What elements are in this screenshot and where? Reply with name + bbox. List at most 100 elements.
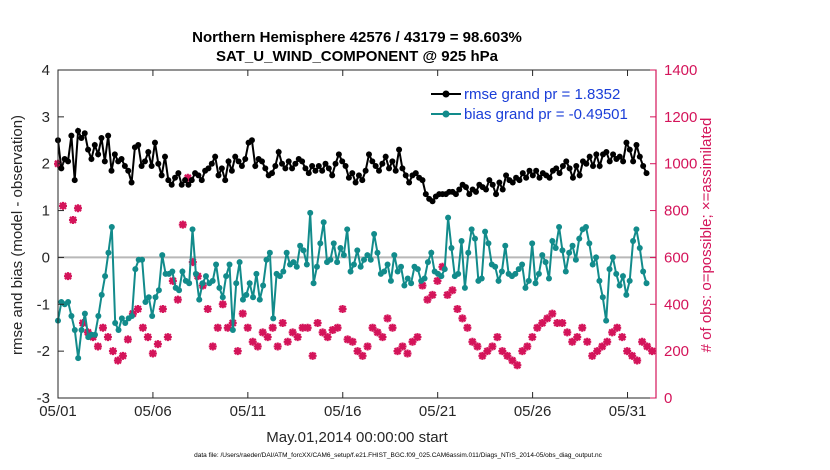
bias-point xyxy=(441,266,448,273)
assimilated-obs-marker xyxy=(448,286,457,295)
rmse-point xyxy=(212,153,219,160)
bias-point xyxy=(270,315,277,322)
rmse-point xyxy=(68,132,75,139)
rmse-point xyxy=(329,172,336,179)
legend-item-rmse-marker xyxy=(442,90,450,98)
bias-point xyxy=(310,280,317,287)
bias-point xyxy=(613,270,620,277)
rmse-point xyxy=(155,160,162,167)
assimilated-obs-marker xyxy=(113,356,122,365)
bias-point xyxy=(122,320,129,327)
rmse-point xyxy=(429,198,436,205)
bias-point xyxy=(643,280,650,287)
rmse-point xyxy=(392,167,399,174)
bias-point xyxy=(357,263,364,270)
assimilated-obs-marker xyxy=(218,300,227,309)
assimilated-obs-marker xyxy=(243,323,252,332)
rmse-point xyxy=(275,149,282,155)
rmse-point xyxy=(372,163,379,170)
rmse-point xyxy=(162,153,169,160)
assimilated-obs-marker xyxy=(543,314,552,323)
assimilated-obs-marker xyxy=(513,361,522,370)
bias-point xyxy=(492,263,499,270)
footnote-text: data file: /Users/raeder/DAI/ATM_forcXX/… xyxy=(194,452,603,459)
bias-point xyxy=(609,254,616,261)
bias-point xyxy=(303,261,310,268)
rmse-point xyxy=(215,172,222,179)
assimilated-obs-marker xyxy=(303,323,312,332)
rmse-point xyxy=(258,158,265,165)
bias-point xyxy=(542,259,549,266)
bias-point xyxy=(213,261,220,268)
rmse-point xyxy=(71,177,78,184)
rmse-point xyxy=(138,163,145,170)
assimilated-obs-marker xyxy=(528,333,537,342)
rmse-point xyxy=(516,177,523,184)
rmse-point xyxy=(519,170,526,177)
rmse-point xyxy=(546,174,553,181)
rmse-point xyxy=(165,177,172,184)
rmse-point xyxy=(319,167,326,174)
x-tick-label: 05/06 xyxy=(134,403,172,420)
bias-point xyxy=(619,273,626,280)
bias-point xyxy=(603,317,610,324)
bias-point xyxy=(552,245,559,252)
y-axis-label: rmse and bias (model - observation) xyxy=(9,115,26,355)
rmse-point xyxy=(101,158,108,165)
rmse-point xyxy=(218,165,225,172)
bias-point xyxy=(606,266,613,273)
y-tick-label: -3 xyxy=(37,390,50,407)
rmse-point xyxy=(533,167,540,174)
y2-tick-label: 800 xyxy=(664,203,689,220)
rmse-point xyxy=(563,158,570,165)
bias-point xyxy=(179,268,186,275)
rmse-point xyxy=(566,165,573,172)
rmse-point xyxy=(633,141,640,148)
assimilated-obs-marker xyxy=(493,333,502,342)
bias-point xyxy=(115,327,122,334)
assimilated-obs-marker xyxy=(343,335,352,344)
assimilated-obs-marker xyxy=(633,356,642,365)
rmse-point xyxy=(292,160,299,167)
assimilated-obs-marker xyxy=(238,309,247,318)
x-tick-label: 05/26 xyxy=(514,403,552,420)
bias-point xyxy=(391,252,398,259)
assimilated-obs-marker xyxy=(98,323,107,332)
rmse-point xyxy=(610,151,617,158)
bias-point xyxy=(266,249,273,256)
bias-point xyxy=(461,284,468,291)
rmse-point xyxy=(593,151,600,158)
assimilated-obs-marker xyxy=(603,337,612,346)
legend: rmse grand pr = 1.8352 bias grand pr = -0… xyxy=(425,80,649,126)
rmse-point xyxy=(553,165,560,172)
legend-item-rmse-label: rmse grand pr = 1.8352 xyxy=(464,86,620,103)
bias-point xyxy=(226,261,233,268)
bias-point xyxy=(132,266,139,273)
assimilated-obs-marker xyxy=(548,309,557,318)
bias-point xyxy=(549,238,556,245)
bias-point xyxy=(361,256,368,263)
assimilated-obs-marker xyxy=(63,272,72,281)
bias-point xyxy=(283,249,290,256)
assimilated-obs-marker xyxy=(163,333,172,342)
assimilated-obs-marker xyxy=(503,351,512,360)
rmse-point xyxy=(399,165,406,172)
assimilated-obs-marker xyxy=(153,340,162,349)
bias-point xyxy=(354,247,361,254)
rmse-point xyxy=(583,160,590,167)
bias-point xyxy=(398,263,405,270)
bias-point xyxy=(128,313,135,319)
rmse-point xyxy=(198,177,205,184)
assimilated-obs-marker xyxy=(573,333,582,342)
rmse-point xyxy=(95,151,102,158)
bias-point xyxy=(438,273,445,280)
assimilated-obs-marker xyxy=(568,337,577,346)
assimilated-obs-marker xyxy=(398,342,407,351)
bias-point xyxy=(465,249,472,256)
rmse-point xyxy=(88,156,95,163)
bias-point xyxy=(633,226,640,233)
assimilated-obs-marker xyxy=(373,328,382,337)
assimilated-obs-marker xyxy=(418,281,427,290)
rmse-point xyxy=(496,179,503,186)
rmse-point xyxy=(590,163,597,170)
